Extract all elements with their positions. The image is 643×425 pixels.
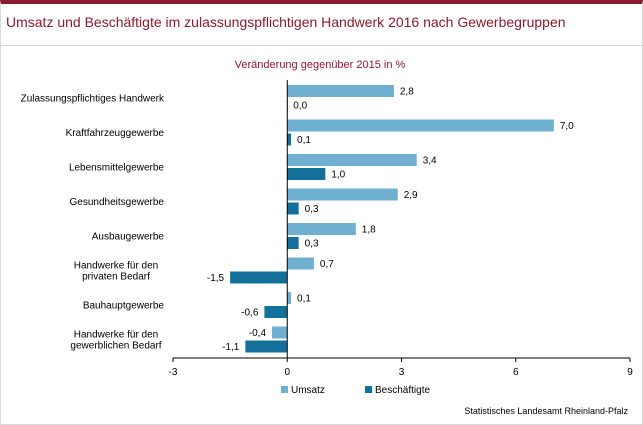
bar-beschaeftigte: [287, 133, 292, 146]
data-label: 2,9: [404, 190, 418, 201]
category-label: Kraftfahrzeuggewerbe: [66, 128, 165, 139]
bar-umsatz: [287, 188, 398, 201]
legend-swatch: [365, 386, 372, 393]
category-label: Handwerke für den gewerblichen Bedarf: [70, 330, 161, 352]
data-label: -1,1: [222, 342, 240, 353]
title-divider: [0, 45, 643, 46]
data-label: 0,1: [297, 135, 311, 146]
data-label: 2,8: [400, 87, 414, 98]
bar-beschaeftigte: [230, 271, 288, 284]
category-label: Ausbaugewerbe: [92, 232, 165, 243]
bar-beschaeftigte: [287, 168, 326, 180]
bar-beschaeftigte: [287, 237, 299, 249]
category-label-line: Handwerke für den: [74, 330, 159, 341]
category-label: Zulassungspflichtiges Handwerk: [21, 94, 165, 105]
data-label: 0,0: [293, 101, 307, 112]
category-label-line: Handwerke für den: [74, 261, 159, 272]
category-label: Handwerke für den privaten Bedarf: [74, 261, 159, 283]
x-tick-label: 9: [627, 367, 633, 378]
bar-umsatz: [272, 326, 288, 339]
bar-group: 2,80,07,00,13,41,02,90,31,80,30,7-1,50,1…: [207, 80, 574, 358]
data-label: -1,5: [207, 273, 225, 284]
data-label: 0,3: [305, 204, 319, 215]
bar-beschaeftigte: [245, 340, 288, 353]
x-tick-label: 3: [399, 367, 405, 378]
chart-subtitle: Veränderung gegenüber 2015 in %: [235, 59, 406, 71]
bar-umsatz: [287, 292, 292, 304]
data-label: -0,6: [241, 308, 259, 319]
page-title: Umsatz und Beschäftigte im zulassungspfl…: [6, 14, 566, 30]
category-label-line: privaten Bedarf: [82, 272, 150, 283]
category-label: Gesundheitsgewerbe: [69, 197, 164, 208]
bar-umsatz: [287, 85, 394, 97]
x-tick-label: 6: [513, 367, 519, 378]
data-label: 1,0: [331, 170, 345, 181]
data-label: 0,1: [297, 294, 311, 305]
legend-label: Beschäftigte: [375, 385, 430, 396]
bar-beschaeftigte: [287, 202, 299, 215]
bar-umsatz: [287, 154, 417, 166]
data-label: 0,3: [305, 239, 319, 250]
x-axis: -3 0 3 6 9: [169, 357, 633, 378]
category-labels: Zulassungspflichtiges Handwerk Kraftfahrz…: [21, 94, 165, 352]
bar-umsatz: [287, 223, 356, 235]
category-label-line: gewerblichen Bedarf: [70, 341, 161, 352]
x-tick-label: -3: [169, 367, 178, 378]
bar-beschaeftigte: [264, 306, 288, 318]
source-note: Statistisches Landesamt Rheinland-Pfalz: [464, 406, 628, 416]
bar-umsatz: [287, 257, 314, 270]
category-label: Lebensmittelgewerbe: [69, 163, 164, 174]
data-label: 7,0: [560, 121, 574, 132]
data-label: 3,4: [423, 156, 437, 167]
data-label: 0,7: [320, 259, 334, 270]
category-label: Bauhauptgewerbe: [83, 301, 165, 312]
legend-swatch: [281, 386, 288, 393]
legend-label: Umsatz: [291, 385, 325, 396]
data-label: 1,8: [362, 225, 376, 236]
x-tick-label: 0: [284, 367, 290, 378]
legend: Umsatz Beschäftigte: [281, 385, 430, 396]
bar-umsatz: [287, 119, 554, 132]
data-label: -0,4: [249, 328, 267, 339]
